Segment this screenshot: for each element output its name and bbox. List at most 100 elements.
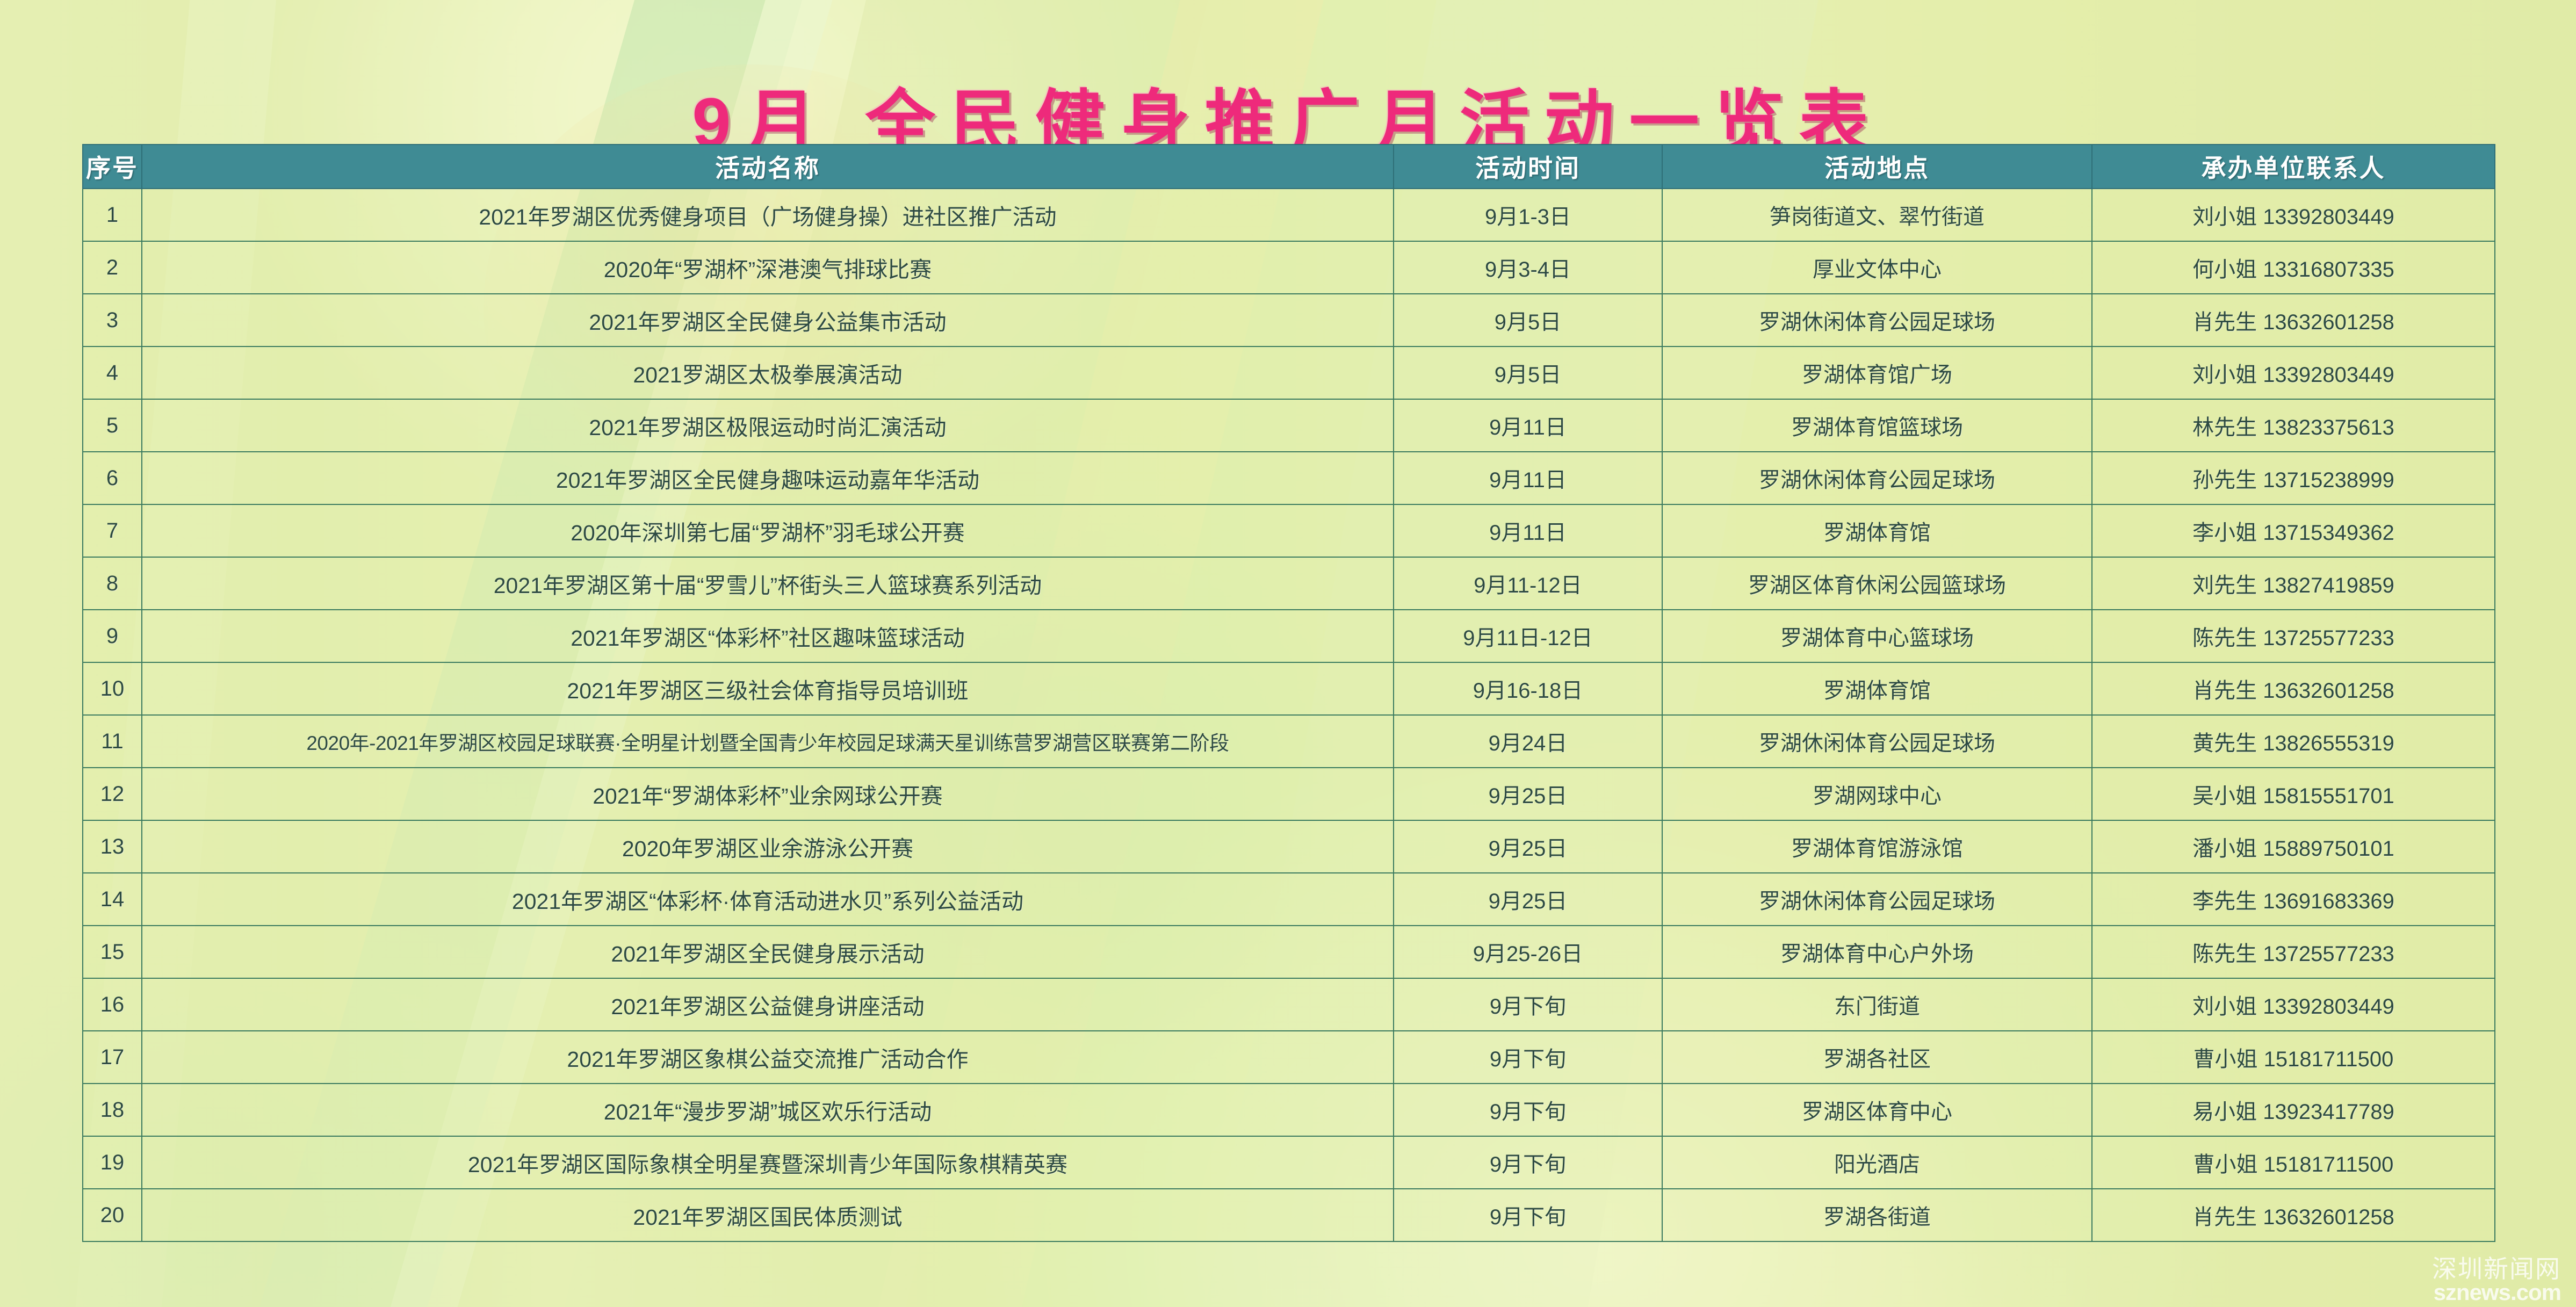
cell-activity-location: 厚业文体中心 xyxy=(1662,241,2092,294)
cell-activity-name: 2021年罗湖区国际象棋全明星赛暨深圳青少年国际象棋精英赛 xyxy=(141,1136,1394,1189)
table-row: 7 2020年深圳第七届“罗湖杯”羽毛球公开赛 9月11日 罗湖体育馆 李小姐 1371… xyxy=(82,504,2495,558)
cell-index: 16 xyxy=(82,978,142,1031)
cell-activity-name: 2020年罗湖区业余游泳公开赛 xyxy=(141,820,1394,873)
cell-contact: 陈先生 13725577233 xyxy=(2091,925,2495,979)
table-row: 1 2021年罗湖区优秀健身项目（广场健身操）进社区推广活动 9月1-3日 笋岗街道文… xyxy=(82,188,2495,242)
cell-contact: 李小姐 13715349362 xyxy=(2091,504,2495,558)
cell-activity-time: 9月下旬 xyxy=(1393,1083,1663,1137)
cell-activity-time: 9月11日 xyxy=(1393,451,1663,505)
cell-index: 12 xyxy=(82,767,142,821)
cell-activity-location: 罗湖区体育中心 xyxy=(1662,1083,2092,1137)
cell-contact: 何小姐 13316807335 xyxy=(2091,241,2495,294)
cell-activity-time: 9月11日 xyxy=(1393,504,1663,558)
table-row: 12 2021年“罗湖体彩杯”业余网球公开赛 9月25日 罗湖网球中心 吴小姐 1581… xyxy=(82,767,2495,821)
column-header-index: 序号 xyxy=(82,144,142,189)
cell-index: 11 xyxy=(82,714,142,768)
cell-activity-name: 2021年罗湖区优秀健身项目（广场健身操）进社区推广活动 xyxy=(141,188,1394,242)
table-row: 17 2021年罗湖区象棋公益交流推广活动合作 9月下旬 罗湖各社区 曹小姐 15181… xyxy=(82,1030,2495,1084)
cell-activity-location: 罗湖休闲体育公园足球场 xyxy=(1662,451,2092,505)
table-row: 4 2021罗湖区太极拳展演活动 9月5日 罗湖体育馆广场 刘小姐 1339280344… xyxy=(82,346,2495,400)
table-row: 10 2021年罗湖区三级社会体育指导员培训班 9月16-18日 罗湖体育馆 肖先生 1… xyxy=(82,662,2495,716)
cell-contact: 刘小姐 13392803449 xyxy=(2091,978,2495,1031)
cell-activity-time: 9月25-26日 xyxy=(1393,925,1663,979)
activity-schedule-table: 序号 活动名称 活动时间 活动地点 承办单位联系人 1 2021年罗湖区优秀健身项… xyxy=(82,144,2495,1242)
table-header: 序号 活动名称 活动时间 活动地点 承办单位联系人 xyxy=(82,144,2495,189)
table-row: 13 2020年罗湖区业余游泳公开赛 9月25日 罗湖体育馆游泳馆 潘小姐 158897… xyxy=(82,820,2495,873)
table-row: 11 2020年-2021年罗湖区校园足球联赛·全明星计划暨全国青少年校园足球满天… xyxy=(82,714,2495,768)
cell-activity-location: 罗湖网球中心 xyxy=(1662,767,2092,821)
cell-activity-location: 罗湖各社区 xyxy=(1662,1030,2092,1084)
activity-schedule-table-wrap: 序号 活动名称 活动时间 活动地点 承办单位联系人 1 2021年罗湖区优秀健身项… xyxy=(82,144,2495,1242)
table-row: 14 2021年罗湖区“体彩杯·体育活动进水贝”系列公益活动 9月25日 罗湖休闲体育… xyxy=(82,872,2495,926)
cell-index: 13 xyxy=(82,820,142,873)
table-body: 1 2021年罗湖区优秀健身项目（广场健身操）进社区推广活动 9月1-3日 笋岗街道文… xyxy=(82,188,2495,1242)
cell-activity-time: 9月25日 xyxy=(1393,820,1663,873)
table-row: 8 2021年罗湖区第十届“罗雪儿”杯街头三人篮球赛系列活动 9月11-12日 罗湖区… xyxy=(82,557,2495,610)
cell-index: 6 xyxy=(82,451,142,505)
cell-index: 2 xyxy=(82,241,142,294)
cell-activity-time: 9月3-4日 xyxy=(1393,241,1663,294)
cell-index: 4 xyxy=(82,346,142,400)
cell-activity-location: 罗湖休闲体育公园足球场 xyxy=(1662,293,2092,347)
cell-activity-time: 9月25日 xyxy=(1393,872,1663,926)
cell-activity-name: 2021年“罗湖体彩杯”业余网球公开赛 xyxy=(141,767,1394,821)
cell-activity-name: 2021年罗湖区全民健身展示活动 xyxy=(141,925,1394,979)
cell-activity-time: 9月5日 xyxy=(1393,346,1663,400)
table-row: 3 2021年罗湖区全民健身公益集市活动 9月5日 罗湖休闲体育公园足球场 肖先生 13… xyxy=(82,293,2495,347)
cell-activity-name: 2021年“漫步罗湖”城区欢乐行活动 xyxy=(141,1083,1394,1137)
cell-activity-time: 9月下旬 xyxy=(1393,1188,1663,1242)
cell-activity-location: 笋岗街道文、翠竹街道 xyxy=(1662,188,2092,242)
cell-contact: 刘先生 13827419859 xyxy=(2091,557,2495,610)
cell-activity-name: 2021年罗湖区全民健身趣味运动嘉年华活动 xyxy=(141,451,1394,505)
cell-activity-location: 罗湖区体育休闲公园篮球场 xyxy=(1662,557,2092,610)
cell-activity-location: 罗湖体育馆 xyxy=(1662,662,2092,716)
cell-activity-location: 罗湖体育中心户外场 xyxy=(1662,925,2092,979)
cell-activity-time: 9月1-3日 xyxy=(1393,188,1663,242)
cell-activity-location: 罗湖体育馆 xyxy=(1662,504,2092,558)
cell-activity-name: 2021年罗湖区三级社会体育指导员培训班 xyxy=(141,662,1394,716)
column-header-time: 活动时间 xyxy=(1393,144,1663,189)
column-header-location: 活动地点 xyxy=(1662,144,2092,189)
cell-contact: 曹小姐 15181711500 xyxy=(2091,1030,2495,1084)
cell-contact: 李先生 13691683369 xyxy=(2091,872,2495,926)
cell-activity-time: 9月25日 xyxy=(1393,767,1663,821)
cell-activity-name: 2021年罗湖区全民健身公益集市活动 xyxy=(141,293,1394,347)
cell-activity-time: 9月下旬 xyxy=(1393,1030,1663,1084)
cell-contact: 黄先生 13826555319 xyxy=(2091,714,2495,768)
cell-activity-time: 9月下旬 xyxy=(1393,1136,1663,1189)
cell-index: 20 xyxy=(82,1188,142,1242)
cell-index: 9 xyxy=(82,609,142,663)
table-header-row: 序号 活动名称 活动时间 活动地点 承办单位联系人 xyxy=(82,144,2495,189)
table-row: 15 2021年罗湖区全民健身展示活动 9月25-26日 罗湖体育中心户外场 陈先生 1… xyxy=(82,925,2495,979)
cell-activity-name: 2021年罗湖区第十届“罗雪儿”杯街头三人篮球赛系列活动 xyxy=(141,557,1394,610)
cell-activity-name: 2020年-2021年罗湖区校园足球联赛·全明星计划暨全国青少年校园足球满天星训… xyxy=(141,714,1394,768)
cell-index: 3 xyxy=(82,293,142,347)
cell-contact: 潘小姐 15889750101 xyxy=(2091,820,2495,873)
cell-contact: 曹小姐 15181711500 xyxy=(2091,1136,2495,1189)
cell-activity-location: 罗湖休闲体育公园足球场 xyxy=(1662,872,2092,926)
cell-activity-time: 9月下旬 xyxy=(1393,978,1663,1031)
table-row: 5 2021年罗湖区极限运动时尚汇演活动 9月11日 罗湖体育馆篮球场 林先生 1382… xyxy=(82,399,2495,452)
cell-contact: 孙先生 13715238999 xyxy=(2091,451,2495,505)
cell-activity-name: 2021年罗湖区国民体质测试 xyxy=(141,1188,1394,1242)
column-header-contact: 承办单位联系人 xyxy=(2091,144,2495,189)
cell-index: 14 xyxy=(82,872,142,926)
cell-activity-name: 2021罗湖区太极拳展演活动 xyxy=(141,346,1394,400)
cell-activity-location: 罗湖体育馆广场 xyxy=(1662,346,2092,400)
table-row: 19 2021年罗湖区国际象棋全明星赛暨深圳青少年国际象棋精英赛 9月下旬 阳光酒店曹… xyxy=(82,1136,2495,1189)
cell-activity-location: 罗湖休闲体育公园足球场 xyxy=(1662,714,2092,768)
cell-index: 17 xyxy=(82,1030,142,1084)
cell-activity-time: 9月11日 xyxy=(1393,399,1663,452)
cell-contact: 刘小姐 13392803449 xyxy=(2091,188,2495,242)
column-header-name: 活动名称 xyxy=(141,144,1394,189)
cell-activity-location: 罗湖体育中心篮球场 xyxy=(1662,609,2092,663)
table-row: 16 2021年罗湖区公益健身讲座活动 9月下旬 东门街道 刘小姐 1339280344… xyxy=(82,978,2495,1031)
cell-activity-time: 9月11日-12日 xyxy=(1393,609,1663,663)
cell-index: 8 xyxy=(82,557,142,610)
cell-contact: 林先生 13823375613 xyxy=(2091,399,2495,452)
cell-activity-name: 2021年罗湖区公益健身讲座活动 xyxy=(141,978,1394,1031)
cell-contact: 肖先生 13632601258 xyxy=(2091,1188,2495,1242)
cell-activity-time: 9月24日 xyxy=(1393,714,1663,768)
cell-contact: 陈先生 13725577233 xyxy=(2091,609,2495,663)
table-row: 9 2021年罗湖区“体彩杯”社区趣味篮球活动 9月11日-12日 罗湖体育中心篮球场… xyxy=(82,609,2495,663)
